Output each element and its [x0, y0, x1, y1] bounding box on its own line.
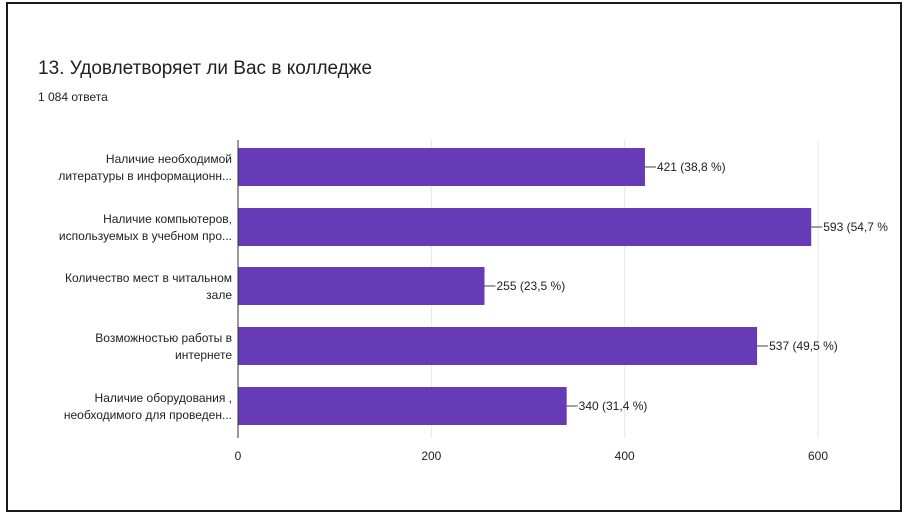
category-label-line: Наличие компьютеров,	[103, 212, 232, 226]
data-label-3: 255 (23,5 %)	[497, 279, 566, 293]
response-count: 1 084 ответа	[38, 90, 108, 104]
data-label-4: 537 (49,5 %)	[769, 339, 838, 353]
data-label-5: 340 (31,4 %)	[579, 399, 648, 413]
bar-1	[238, 148, 645, 186]
category-label-2: Наличие компьютеров, используемых в учебн…	[59, 212, 232, 243]
x-tick-label-600: 600	[808, 449, 828, 463]
category-label-5: Наличие оборудования , необходимого для п…	[64, 391, 232, 422]
category-label-3: Количество мест в читальном зале	[65, 271, 232, 302]
category-label-line: необходимого для проведен...	[64, 408, 232, 422]
category-label-line: Количество мест в читальном	[65, 271, 232, 285]
x-tick-label-400: 400	[615, 449, 635, 463]
category-label-line: используемых в учебном про...	[59, 229, 232, 243]
x-tick-label-0: 0	[235, 449, 242, 463]
category-label-line: Наличие оборудования ,	[95, 391, 232, 405]
category-label-line: интернете	[175, 348, 232, 362]
chart-title: 13. Удовлетворяет ли Вас в колледже	[38, 58, 373, 79]
bar-5	[238, 387, 567, 425]
category-label-4: Возможностью работы в интернете	[95, 331, 232, 362]
category-label-line: зале	[206, 288, 232, 302]
category-label-1: Наличие необходимой литературы в информац…	[58, 152, 232, 183]
bar-4	[238, 327, 758, 365]
data-label-2: 593 (54,7 %	[823, 220, 888, 234]
bar-2	[238, 208, 812, 246]
bar-3	[238, 267, 485, 305]
category-label-line: Наличие необходимой	[106, 152, 232, 166]
category-label-line: литературы в информационн...	[58, 169, 232, 183]
data-label-1: 421 (38,8 %)	[657, 160, 726, 174]
x-tick-label-200: 200	[421, 449, 441, 463]
chart-frame	[6, 2, 902, 512]
category-label-line: Возможностью работы в	[95, 331, 232, 345]
